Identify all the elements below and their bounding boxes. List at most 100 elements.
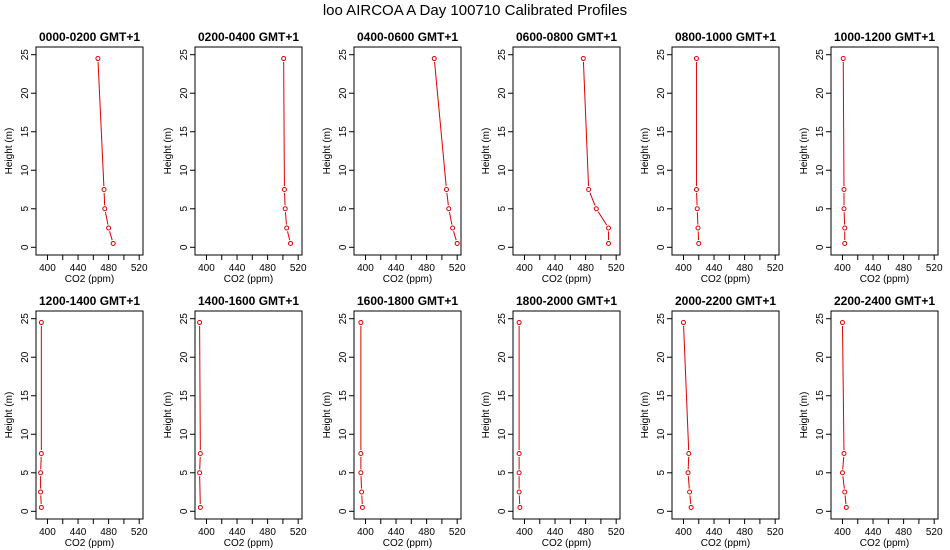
y-tick-label: 20 bbox=[179, 87, 190, 99]
y-tick-label: 5 bbox=[179, 206, 190, 212]
y-tick-label: 25 bbox=[179, 49, 190, 61]
y-tick-label: 15 bbox=[20, 126, 31, 138]
x-axis-label: CO2 (ppm) bbox=[860, 274, 909, 285]
x-tick-label: 440 bbox=[388, 263, 405, 274]
profile-point bbox=[443, 187, 449, 193]
y-tick-label: 15 bbox=[179, 390, 190, 402]
y-tick-label: 25 bbox=[338, 49, 349, 61]
y-tick-label: 10 bbox=[656, 428, 667, 440]
profile-point bbox=[38, 451, 44, 457]
y-tick-label: 0 bbox=[656, 508, 667, 514]
profile-point bbox=[284, 225, 290, 231]
x-tick-label: 440 bbox=[229, 527, 246, 538]
y-axis-label: Height (m) bbox=[4, 128, 15, 175]
y-tick-label: 15 bbox=[497, 390, 508, 402]
y-tick-label: 0 bbox=[179, 244, 190, 250]
profile-panel: 1600-1800 GMT+1 400 440 480 520 0 5 10 15 20 25 CO2… bbox=[322, 294, 466, 549]
profile-line-segment bbox=[589, 192, 596, 206]
profile-point bbox=[197, 504, 203, 510]
profile-point bbox=[841, 451, 847, 457]
profile-line-segment bbox=[582, 61, 590, 187]
y-tick-label: 25 bbox=[338, 313, 349, 325]
profile-point bbox=[288, 240, 294, 246]
profile-panel: 0000-0200 GMT+1 400 440 480 520 0 5 10 15 20 25 CO2… bbox=[4, 30, 148, 285]
profile-point bbox=[450, 225, 456, 231]
y-axis-label: Height (m) bbox=[4, 392, 15, 439]
chart-main-title: loo AIRCOA A Day 100710 Calibrated Profi… bbox=[322, 2, 628, 19]
profile-point bbox=[517, 504, 523, 510]
x-tick-label: 520 bbox=[767, 527, 784, 538]
x-tick-label: 520 bbox=[608, 263, 625, 274]
y-tick-label: 20 bbox=[20, 87, 31, 99]
y-tick-label: 15 bbox=[20, 390, 31, 402]
y-tick-label: 10 bbox=[338, 428, 349, 440]
y-tick-label: 5 bbox=[20, 206, 31, 212]
y-tick-label: 5 bbox=[338, 206, 349, 212]
profile-point bbox=[358, 470, 364, 476]
x-tick-label: 520 bbox=[290, 263, 307, 274]
profile-point bbox=[516, 470, 522, 476]
profile-line-segment bbox=[683, 325, 690, 451]
profile-line-segment bbox=[448, 212, 453, 225]
y-tick-label: 5 bbox=[497, 206, 508, 212]
profile-panel: 0400-0600 GMT+1 400 440 480 520 0 5 10 15 20 25 CO2… bbox=[322, 30, 466, 285]
x-tick-label: 400 bbox=[834, 263, 851, 274]
profile-line-segment bbox=[104, 212, 109, 225]
profile-point bbox=[282, 206, 288, 212]
y-tick-label: 15 bbox=[338, 126, 349, 138]
profile-point bbox=[839, 470, 845, 476]
panel-title: 1200-1400 GMT+1 bbox=[39, 294, 140, 308]
profile-point bbox=[695, 225, 701, 231]
x-tick-label: 440 bbox=[865, 263, 882, 274]
y-tick-label: 25 bbox=[179, 313, 190, 325]
x-axis-label: CO2 (ppm) bbox=[701, 538, 750, 549]
profile-point bbox=[446, 206, 452, 212]
y-tick-label: 15 bbox=[656, 126, 667, 138]
profile-line-segment bbox=[453, 231, 457, 241]
plot-frame bbox=[671, 310, 780, 520]
y-tick-label: 20 bbox=[656, 351, 667, 363]
profile-line-segment bbox=[689, 495, 692, 505]
profile-point bbox=[516, 320, 522, 326]
profile-panel: 1800-2000 GMT+1 400 440 480 520 0 5 10 15 20 25 CO2… bbox=[481, 294, 625, 549]
y-tick-label: 20 bbox=[179, 351, 190, 363]
y-axis-label: Height (m) bbox=[322, 128, 333, 175]
y-tick-label: 15 bbox=[497, 126, 508, 138]
profile-line-segment bbox=[284, 212, 287, 225]
panel-title: 2200-2400 GMT+1 bbox=[834, 294, 935, 308]
y-tick-label: 0 bbox=[497, 244, 508, 250]
x-axis-label: CO2 (ppm) bbox=[224, 274, 273, 285]
profile-line-segment bbox=[199, 325, 201, 451]
x-tick-label: 480 bbox=[736, 527, 753, 538]
y-tick-label: 15 bbox=[179, 126, 190, 138]
x-tick-label: 440 bbox=[865, 527, 882, 538]
profile-line-segment bbox=[687, 476, 690, 489]
plot-frame bbox=[830, 310, 939, 520]
x-tick-label: 400 bbox=[357, 527, 374, 538]
profile-panel: 1200-1400 GMT+1 400 440 480 520 0 5 10 15 20 25 CO2… bbox=[4, 294, 148, 549]
y-tick-label: 15 bbox=[815, 126, 826, 138]
y-tick-label: 15 bbox=[656, 390, 667, 402]
y-tick-label: 10 bbox=[815, 164, 826, 176]
x-tick-label: 440 bbox=[388, 527, 405, 538]
panel-title: 1400-1600 GMT+1 bbox=[198, 294, 299, 308]
x-tick-label: 520 bbox=[131, 527, 148, 538]
y-tick-label: 25 bbox=[497, 313, 508, 325]
profile-point bbox=[281, 187, 287, 193]
y-tick-label: 10 bbox=[179, 164, 190, 176]
panel-title: 2000-2200 GMT+1 bbox=[675, 294, 776, 308]
profile-panel: 1400-1600 GMT+1 400 440 480 520 0 5 10 15 20 25 CO2… bbox=[163, 294, 307, 549]
plot-frame bbox=[353, 310, 462, 520]
panel-title: 1000-1200 GMT+1 bbox=[834, 30, 935, 44]
panel-title: 0400-0600 GMT+1 bbox=[357, 30, 458, 44]
x-axis-label: CO2 (ppm) bbox=[542, 538, 591, 549]
x-tick-label: 400 bbox=[39, 527, 56, 538]
y-tick-label: 5 bbox=[815, 470, 826, 476]
x-tick-label: 400 bbox=[675, 263, 692, 274]
y-tick-label: 25 bbox=[20, 49, 31, 61]
profile-panel: 1000-1200 GMT+1 400 440 480 520 0 5 10 15 20 25 CO2… bbox=[799, 30, 943, 285]
y-tick-label: 15 bbox=[338, 390, 349, 402]
profile-point bbox=[197, 451, 203, 457]
y-axis-label: Height (m) bbox=[799, 392, 810, 439]
x-tick-label: 480 bbox=[259, 263, 276, 274]
